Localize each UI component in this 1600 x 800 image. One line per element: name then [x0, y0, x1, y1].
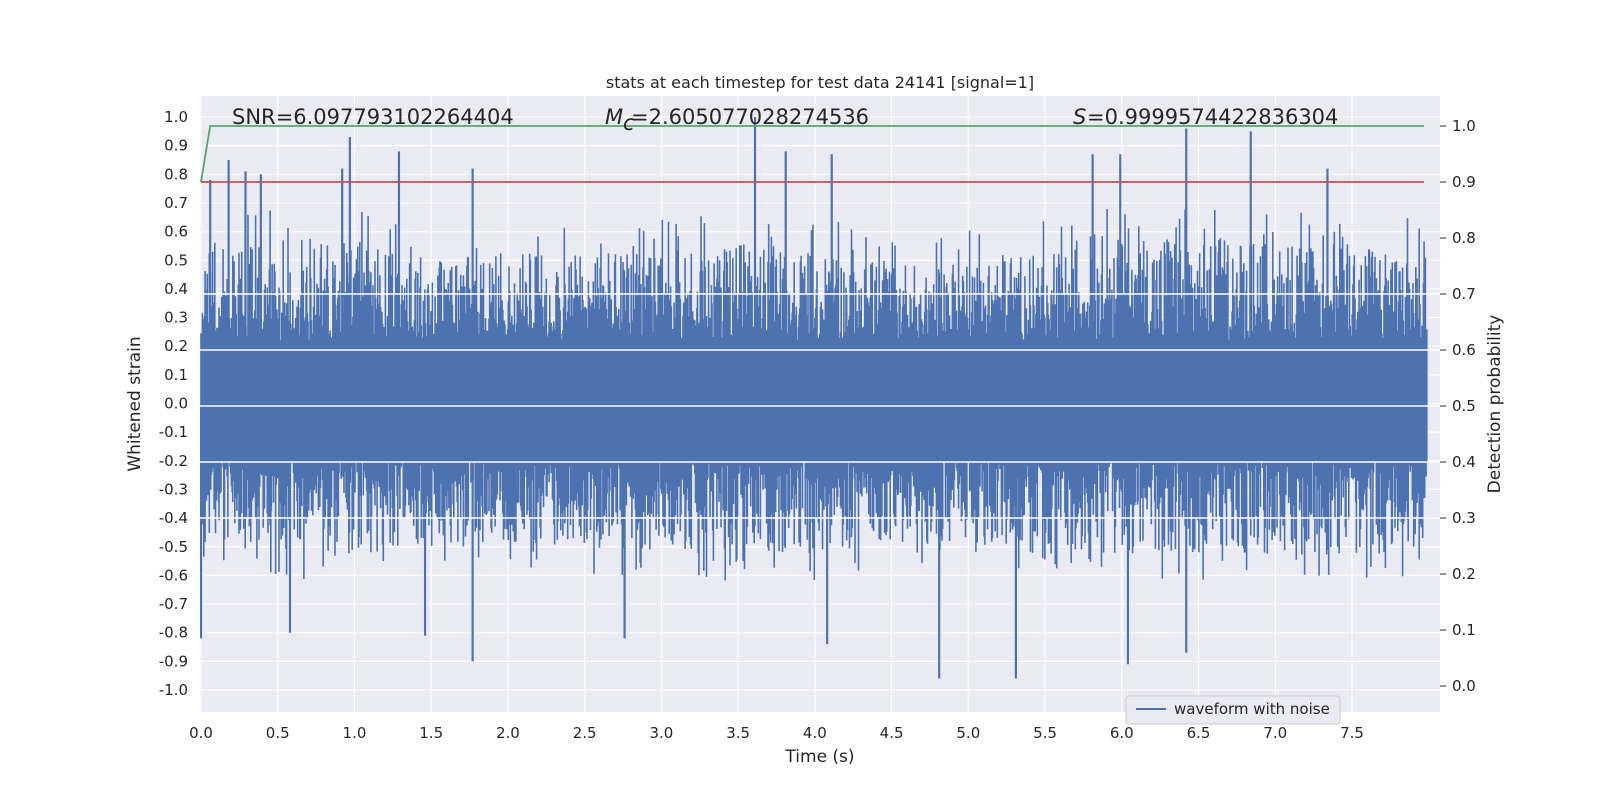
y-tick-label: 0.9 [164, 137, 188, 155]
x-tick-label: 3.0 [649, 724, 673, 742]
y2-tick-label: 0.8 [1452, 229, 1476, 247]
x-axis-ticks: 0.0 0.5 1.0 1.5 2.0 2.5 3.0 3.5 4.0 4.5 5.0 5.5 6.0 6… [189, 724, 1364, 742]
y2-tick-label: 0.6 [1452, 341, 1476, 359]
y-tick-label: -0.5 [159, 538, 188, 556]
y-tick-label: -0.8 [159, 624, 188, 642]
y-tick-label: 0.3 [164, 309, 188, 327]
x-tick-label: 5.0 [956, 724, 980, 742]
x-tick-label: 6.0 [1110, 724, 1134, 742]
y2-tick-label: 1.0 [1452, 117, 1476, 135]
y-tick-label: 0.6 [164, 223, 188, 241]
y-tick-label: -0.9 [159, 652, 188, 670]
legend-label: waveform with noise [1174, 700, 1330, 718]
snr-annotation: SNR=6.097793102264404 [232, 105, 514, 129]
waveform-band [201, 340, 1428, 461]
y-axis-label: Whitened strain [125, 336, 145, 471]
y2-tick-label: 0.4 [1452, 453, 1476, 471]
probability-series [200, 125, 1425, 183]
y-tick-label: 0.0 [164, 395, 188, 413]
y-tick-label: -0.3 [159, 480, 188, 498]
detection-probability-line [200, 125, 1425, 183]
y-tick-label: 0.7 [164, 194, 188, 212]
y-tick-label: 0.2 [164, 337, 188, 355]
x-tick-label: 6.5 [1187, 724, 1211, 742]
y-axis-ticks: 1.0 0.9 0.8 0.7 0.6 0.5 0.4 0.3 0.2 0.1 0.0 -0.1 -0.… [159, 108, 188, 699]
x-tick-label: 0.0 [189, 724, 213, 742]
x-tick-label: 4.5 [880, 724, 904, 742]
y2-tick-label: 0.7 [1452, 285, 1476, 303]
y2-tick-label: 0.9 [1452, 173, 1476, 191]
x-tick-label: 5.5 [1033, 724, 1057, 742]
svg-text:c: c [623, 111, 635, 135]
x-tick-label: 2.0 [496, 724, 520, 742]
chart-title: stats at each timestep for test data 241… [606, 73, 1034, 92]
y-tick-label: 1.0 [164, 108, 188, 126]
x-tick-label: 0.5 [266, 724, 290, 742]
y-tick-label: -0.1 [159, 423, 188, 441]
y2-axis-ticks: 1.0 0.9 0.8 0.7 0.6 0.5 0.4 0.3 0.2 0.1 0.0 [1440, 117, 1476, 695]
chirp-mass-annotation: M c =2.605077028274536 [605, 105, 869, 135]
y2-tick-label: 0.0 [1452, 677, 1476, 695]
y-tick-label: -0.6 [159, 566, 188, 584]
y-tick-label: -0.7 [159, 595, 188, 613]
svg-text:M: M [605, 105, 623, 129]
x-tick-label: 7.0 [1263, 724, 1287, 742]
y2-tick-label: 0.5 [1452, 397, 1476, 415]
x-axis-label: Time (s) [784, 747, 854, 767]
y-tick-label: -0.2 [159, 452, 188, 470]
x-tick-label: 7.5 [1340, 724, 1364, 742]
y-tick-label: -1.0 [159, 681, 188, 699]
x-tick-label: 1.0 [343, 724, 367, 742]
s-annotation: S =0.9999574422836304 [1073, 105, 1338, 129]
chirp-mass-value: =2.605077028274536 [631, 105, 869, 129]
y-tick-label: 0.8 [164, 165, 188, 183]
svg-text:S: S [1073, 105, 1086, 129]
x-tick-label: 1.5 [419, 724, 443, 742]
y-tick-label: 0.5 [164, 251, 188, 269]
x-tick-label: 3.5 [726, 724, 750, 742]
y2-tick-label: 0.1 [1452, 621, 1476, 639]
y2-tick-label: 0.3 [1452, 509, 1476, 527]
waveform-series [200, 117, 1440, 679]
y-tick-label: 0.4 [164, 280, 188, 298]
y-tick-label: 0.1 [164, 366, 188, 384]
y-tick-label: -0.4 [159, 509, 188, 527]
s-value: =0.9999574422836304 [1087, 105, 1338, 129]
x-tick-label: 4.0 [803, 724, 827, 742]
y2-axis-label: Detection probability [1485, 315, 1505, 494]
y2-tick-label: 0.2 [1452, 565, 1476, 583]
x-tick-label: 2.5 [573, 724, 597, 742]
legend: waveform with noise [1125, 695, 1341, 725]
